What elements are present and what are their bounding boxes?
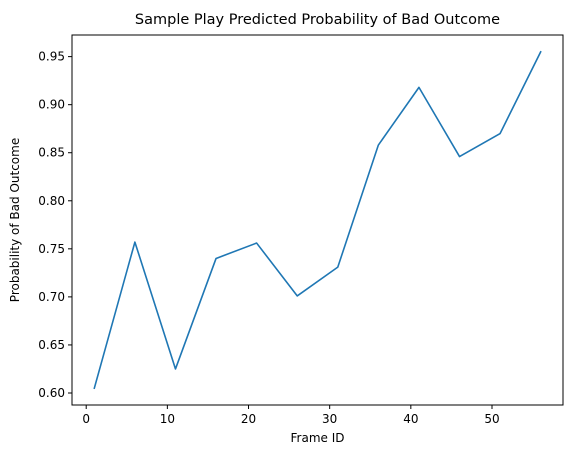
ticks-layer: 0 10 20 30 40 50 0.60 0.65 0.70 0.75 0.80 0.85 0.90 0… xyxy=(38,50,499,426)
data-point xyxy=(296,295,298,297)
x-tick-label: 0 xyxy=(82,412,90,426)
data-point xyxy=(378,144,380,146)
series-layer xyxy=(93,50,542,390)
data-point xyxy=(134,241,136,243)
series-line xyxy=(93,50,542,390)
x-tick-label: 20 xyxy=(241,412,256,426)
x-axis-label: Frame ID xyxy=(291,431,345,445)
x-tick-label: 40 xyxy=(403,412,418,426)
y-tick-label: 0.90 xyxy=(38,98,65,112)
data-point xyxy=(499,133,501,135)
data-point xyxy=(94,387,96,389)
y-tick-label: 0.95 xyxy=(38,50,65,64)
y-tick-label: 0.80 xyxy=(38,194,65,208)
y-tick-label: 0.85 xyxy=(38,146,65,160)
data-point xyxy=(175,368,177,370)
y-tick-label: 0.65 xyxy=(38,338,65,352)
x-tick-label: 30 xyxy=(322,412,337,426)
plot-frame xyxy=(71,34,564,406)
data-point xyxy=(256,242,258,244)
y-axis-label: Probability of Bad Outcome xyxy=(8,138,22,302)
data-point xyxy=(215,258,217,260)
data-point xyxy=(337,266,339,268)
data-point xyxy=(540,51,542,53)
x-tick-label: 10 xyxy=(160,412,175,426)
data-point xyxy=(459,156,461,158)
y-tick-label: 0.70 xyxy=(38,290,65,304)
data-point xyxy=(418,87,420,89)
y-tick-label: 0.60 xyxy=(38,386,65,400)
y-tick-label: 0.75 xyxy=(38,242,65,256)
x-tick-label: 50 xyxy=(484,412,499,426)
chart-title: Sample Play Predicted Probability of Bad… xyxy=(135,12,500,28)
